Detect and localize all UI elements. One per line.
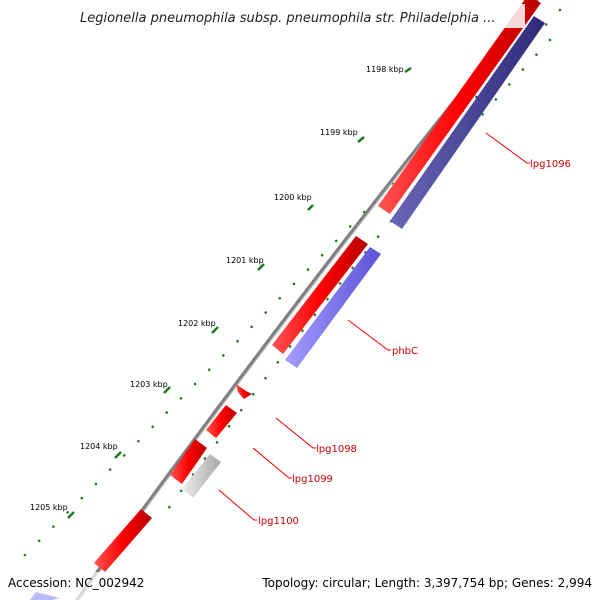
tick-ring-dots (18, 8, 562, 562)
gene-label-lpg1100[interactable]: lpg1100 (258, 516, 299, 527)
tick-label: 1200 kbp (274, 193, 312, 202)
footer-background (0, 572, 600, 600)
cds-rev-2[interactable] (285, 247, 381, 368)
cds-lpg1100[interactable] (170, 439, 207, 484)
gene-label-lpg1099[interactable]: lpg1099 (292, 474, 333, 485)
tick-label: 1198 kbp (366, 65, 404, 74)
gene-label-phbC[interactable]: phbC (392, 346, 418, 357)
gene-label-lpg1096[interactable]: lpg1096 (530, 159, 571, 170)
tick-label: 1205 kbp (30, 503, 68, 512)
cds-lpg1098[interactable] (236, 384, 252, 399)
map-title: Legionella pneumophila subsp. pneumophil… (80, 11, 496, 26)
tick-label: 1204 kbp (80, 442, 118, 451)
topology-summary: Topology: circular; Length: 3,397,754 bp… (261, 576, 592, 590)
tick-label: 1203 kbp (130, 380, 168, 389)
tick-marks (67, 66, 412, 519)
tick-labels: 1198 kbp 1199 kbp 1200 kbp 1201 kbp 1202… (30, 65, 404, 512)
gene-labels: lpg1096 phbC lpg1098 lpg1099 lpg1100 (258, 159, 571, 527)
tick-label: 1199 kbp (320, 128, 358, 137)
cds-phbC[interactable] (272, 236, 368, 354)
tick-label: 1202 kbp (178, 319, 216, 328)
cds-rev-1[interactable] (390, 16, 545, 229)
tick-label: 1201 kbp (226, 256, 264, 265)
pseudo-gene[interactable] (182, 454, 221, 498)
gene-label-lpg1098[interactable]: lpg1098 (316, 444, 357, 455)
accession-label: Accession: NC_002942 (8, 576, 144, 590)
cds-lpg1096[interactable] (378, 0, 541, 214)
cds-lpg1101[interactable] (94, 509, 152, 572)
title-background (75, 4, 525, 28)
gene-leader-lines (218, 132, 530, 521)
cds-lpg1099[interactable] (206, 405, 237, 438)
forward-cds-track (94, 0, 541, 572)
